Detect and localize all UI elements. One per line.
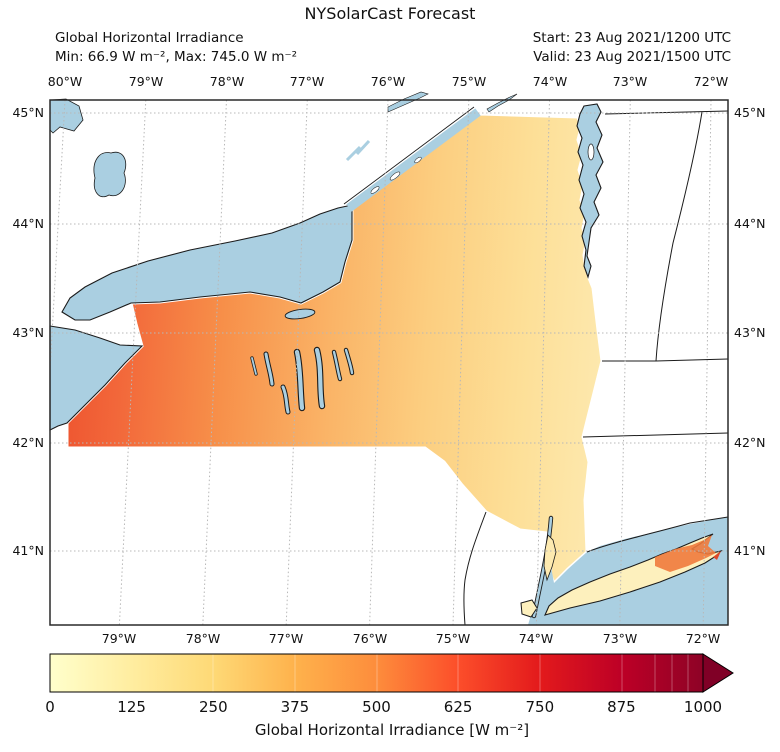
colorbar-extend-arrow bbox=[702, 653, 734, 693]
colorbar bbox=[49, 653, 734, 693]
ma-ct-border bbox=[582, 432, 729, 438]
left-axis-label-41n: 41°N bbox=[12, 543, 44, 558]
pa-nj-border bbox=[463, 511, 487, 626]
map-panel bbox=[49, 91, 729, 626]
right-axis-label-44n: 44°N bbox=[734, 216, 766, 231]
bottom-axis-label-72w: 72°W bbox=[685, 631, 721, 646]
lake-ontario bbox=[61, 204, 353, 321]
top-axis-label-78w: 78°W bbox=[209, 74, 245, 89]
top-axis-label-73w: 73°W bbox=[612, 74, 648, 89]
montauk-tip-patch bbox=[713, 551, 721, 560]
lake-erie bbox=[49, 325, 144, 431]
bottom-axis-label-77w: 77°W bbox=[268, 631, 304, 646]
top-axis-label-74w: 74°W bbox=[532, 74, 568, 89]
canada-lake-1 bbox=[49, 98, 84, 134]
canada-river-2 bbox=[486, 93, 518, 113]
colorbar-tick-375: 375 bbox=[280, 698, 310, 716]
st-lawrence-river bbox=[343, 106, 481, 212]
colorbar-tick-1000: 1000 bbox=[683, 698, 723, 716]
lake-champlain bbox=[576, 103, 604, 279]
colorbar-tick-875: 875 bbox=[607, 698, 636, 716]
long-island bbox=[544, 533, 723, 616]
champlain-island bbox=[587, 143, 595, 161]
top-axis-label-77w: 77°W bbox=[289, 74, 325, 89]
bottom-axis-label-79w: 79°W bbox=[101, 631, 137, 646]
ottawa-river bbox=[387, 91, 429, 113]
top-axis-label-80w: 80°W bbox=[47, 74, 83, 89]
long-island-east-irradiance-patch bbox=[655, 535, 716, 572]
ma-nh-border bbox=[655, 358, 729, 362]
staten-island bbox=[520, 599, 538, 618]
colorbar-tick-750: 750 bbox=[525, 698, 555, 716]
top-axis-label-72w: 72°W bbox=[693, 74, 729, 89]
right-axis-label-41n: 41°N bbox=[734, 543, 766, 558]
colorbar-tick-625: 625 bbox=[443, 698, 473, 716]
product-label: Global Horizontal Irradiance bbox=[55, 30, 244, 46]
bottom-axis-label-73w: 73°W bbox=[602, 631, 638, 646]
vt-nh-border bbox=[655, 111, 703, 362]
left-axis-label-42n: 42°N bbox=[12, 435, 44, 450]
manhattan bbox=[543, 534, 557, 582]
forecast-valid-label: Valid: 23 Aug 2021/1500 UTC bbox=[533, 49, 731, 65]
top-axis-label-79w: 79°W bbox=[128, 74, 164, 89]
colorbar-tick-250: 250 bbox=[198, 698, 228, 716]
right-axis-label-45n: 45°N bbox=[734, 105, 766, 120]
bottom-axis-label-78w: 78°W bbox=[185, 631, 221, 646]
ct-coastline bbox=[586, 516, 729, 553]
top-axis-label-75w: 75°W bbox=[451, 74, 487, 89]
minmax-label: Min: 66.9 W m⁻², Max: 745.0 W m⁻² bbox=[55, 49, 298, 65]
figure-title: NYSolarCast Forecast bbox=[304, 4, 476, 23]
map-frame bbox=[49, 99, 729, 626]
finger-lakes bbox=[250, 308, 355, 415]
colorbar-tick-125: 125 bbox=[117, 698, 146, 716]
left-axis-label-44n: 44°N bbox=[12, 216, 44, 231]
oneida-lake bbox=[284, 308, 316, 320]
right-axis-label-42n: 42°N bbox=[734, 435, 766, 450]
right-axis-label-43n: 43°N bbox=[734, 325, 766, 340]
canada-lake-2 bbox=[93, 151, 127, 198]
rideau-lakes bbox=[345, 139, 371, 162]
colorbar-label: Global Horizontal Irradiance [W m⁻²] bbox=[254, 721, 530, 739]
colorbar-tick-0: 0 bbox=[45, 698, 55, 716]
colorbar-tick-500: 500 bbox=[362, 698, 391, 716]
left-axis-label-45n: 45°N bbox=[12, 105, 44, 120]
bottom-axis-label-76w: 76°W bbox=[352, 631, 388, 646]
graticule bbox=[49, 99, 728, 626]
forecast-start-label: Start: 23 Aug 2021/1200 UTC bbox=[532, 30, 731, 46]
bottom-axis-label-75w: 75°W bbox=[435, 631, 471, 646]
top-axis-label-76w: 76°W bbox=[370, 74, 406, 89]
bottom-axis-label-74w: 74°W bbox=[518, 631, 554, 646]
lakes bbox=[49, 91, 518, 431]
left-axis-label-43n: 43°N bbox=[12, 325, 44, 340]
